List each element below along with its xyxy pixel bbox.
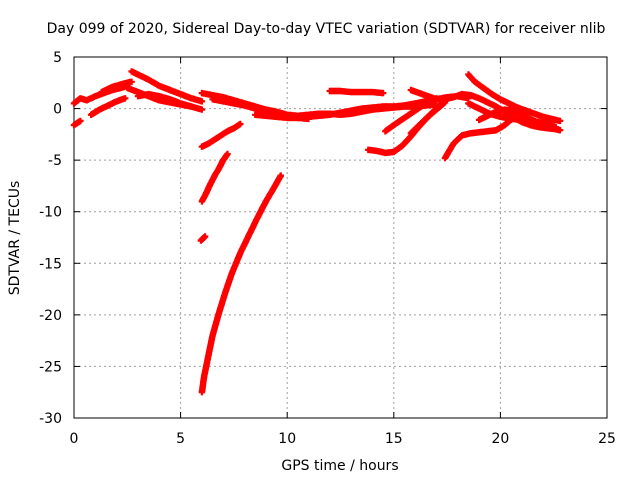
x-tick-label-5: 25 [598,431,616,447]
x-axis-ticks: 0 5 10 15 20 25 [70,57,616,447]
data-point-1-6 [77,117,84,125]
series-segment-3 [98,78,135,96]
series-segment-1 [70,117,84,129]
series-segment-22 [475,106,559,131]
y-tick-label-4: -15 [39,256,62,272]
series-segment-19 [441,114,517,162]
y-tick-label-5: -20 [39,308,62,324]
x-axis-label: GPS time / hours [281,458,398,474]
data-point-10-40 [379,89,387,97]
data-point-22-63 [552,123,559,131]
data-point-3-24 [128,78,135,85]
data-point-4-58 [198,98,206,105]
data-points [70,68,564,396]
series-segment-12 [198,150,231,205]
x-tick-label-1: 5 [176,431,185,447]
series-segment-11 [198,120,244,150]
data-point-6-49 [198,106,206,113]
series-segment-14 [198,172,284,396]
series-segment-13 [197,233,209,244]
data-point-20-80 [556,117,564,125]
x-tick-label-0: 0 [70,431,79,447]
y-tick-label-7: -30 [39,411,62,427]
x-tick-label-2: 10 [278,431,296,447]
data-point-14-172 [277,172,284,179]
data-point-13-6 [201,233,209,240]
y-tick-label-6: -25 [39,359,62,375]
x-tick-label-4: 20 [491,431,509,447]
x-tick-label-3: 15 [385,431,403,447]
y-tick-label-1: 0 [53,102,62,118]
y-tick-label-2: -5 [48,153,62,169]
series-segment-6 [134,90,206,113]
chart-title: Day 099 of 2020, Sidereal Day-to-day VTE… [47,21,606,37]
y-axis-ticks: 5 0 -5 -10 -15 -20 -25 -30 [39,50,607,427]
y-axis-label: SDTVAR / TECUs [7,181,23,296]
y-tick-label-3: -10 [39,205,62,221]
series-segment-2 [87,95,129,118]
data-point-11-36 [237,120,244,128]
series-segment-4 [128,68,206,105]
plot-frame [73,56,608,419]
data-point-2-29 [122,95,129,102]
series-segment-10 [326,87,387,97]
series-segment-20 [465,71,564,125]
data-point-18-126 [556,127,564,134]
plot-border [73,56,608,419]
y-tick-label-0: 5 [53,50,62,66]
data-point-12-41 [224,150,231,158]
